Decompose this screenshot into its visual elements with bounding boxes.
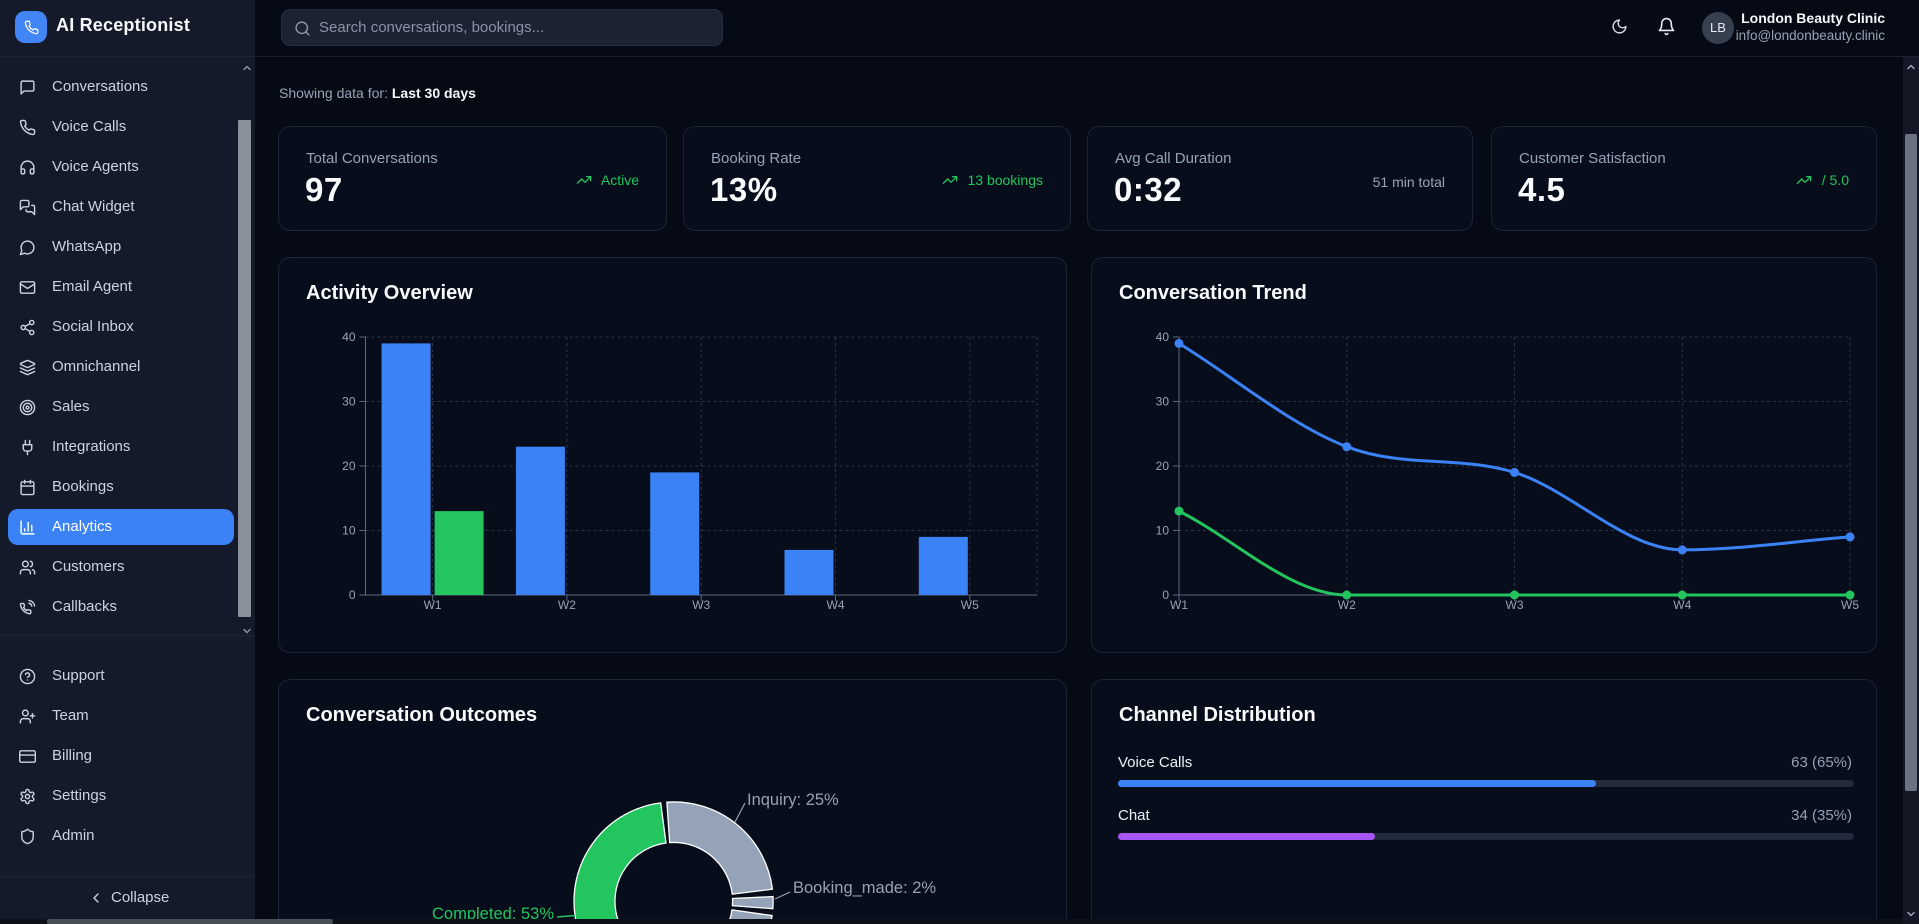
svg-text:W2: W2 — [558, 598, 576, 612]
svg-text:10: 10 — [342, 524, 356, 538]
svg-text:Inquiry: 25%: Inquiry: 25% — [747, 791, 839, 809]
svg-text:W1: W1 — [1170, 598, 1188, 612]
svg-text:W3: W3 — [692, 598, 710, 612]
svg-text:0: 0 — [1162, 588, 1169, 602]
svg-text:20: 20 — [1156, 459, 1170, 473]
svg-text:Completed: 53%: Completed: 53% — [432, 905, 554, 923]
svg-text:W2: W2 — [1338, 598, 1356, 612]
svg-text:30: 30 — [342, 395, 356, 409]
svg-text:20: 20 — [342, 459, 356, 473]
svg-text:40: 40 — [342, 330, 356, 344]
svg-text:Booking_made: 2%: Booking_made: 2% — [793, 879, 936, 897]
svg-text:W5: W5 — [1841, 598, 1859, 612]
svg-text:W5: W5 — [961, 598, 979, 612]
svg-text:W4: W4 — [827, 598, 845, 612]
svg-text:40: 40 — [1156, 330, 1170, 344]
svg-text:0: 0 — [349, 588, 356, 602]
svg-text:30: 30 — [1156, 395, 1170, 409]
svg-text:W3: W3 — [1506, 598, 1524, 612]
svg-text:10: 10 — [1156, 524, 1170, 538]
svg-text:W4: W4 — [1673, 598, 1691, 612]
svg-text:W1: W1 — [424, 598, 442, 612]
